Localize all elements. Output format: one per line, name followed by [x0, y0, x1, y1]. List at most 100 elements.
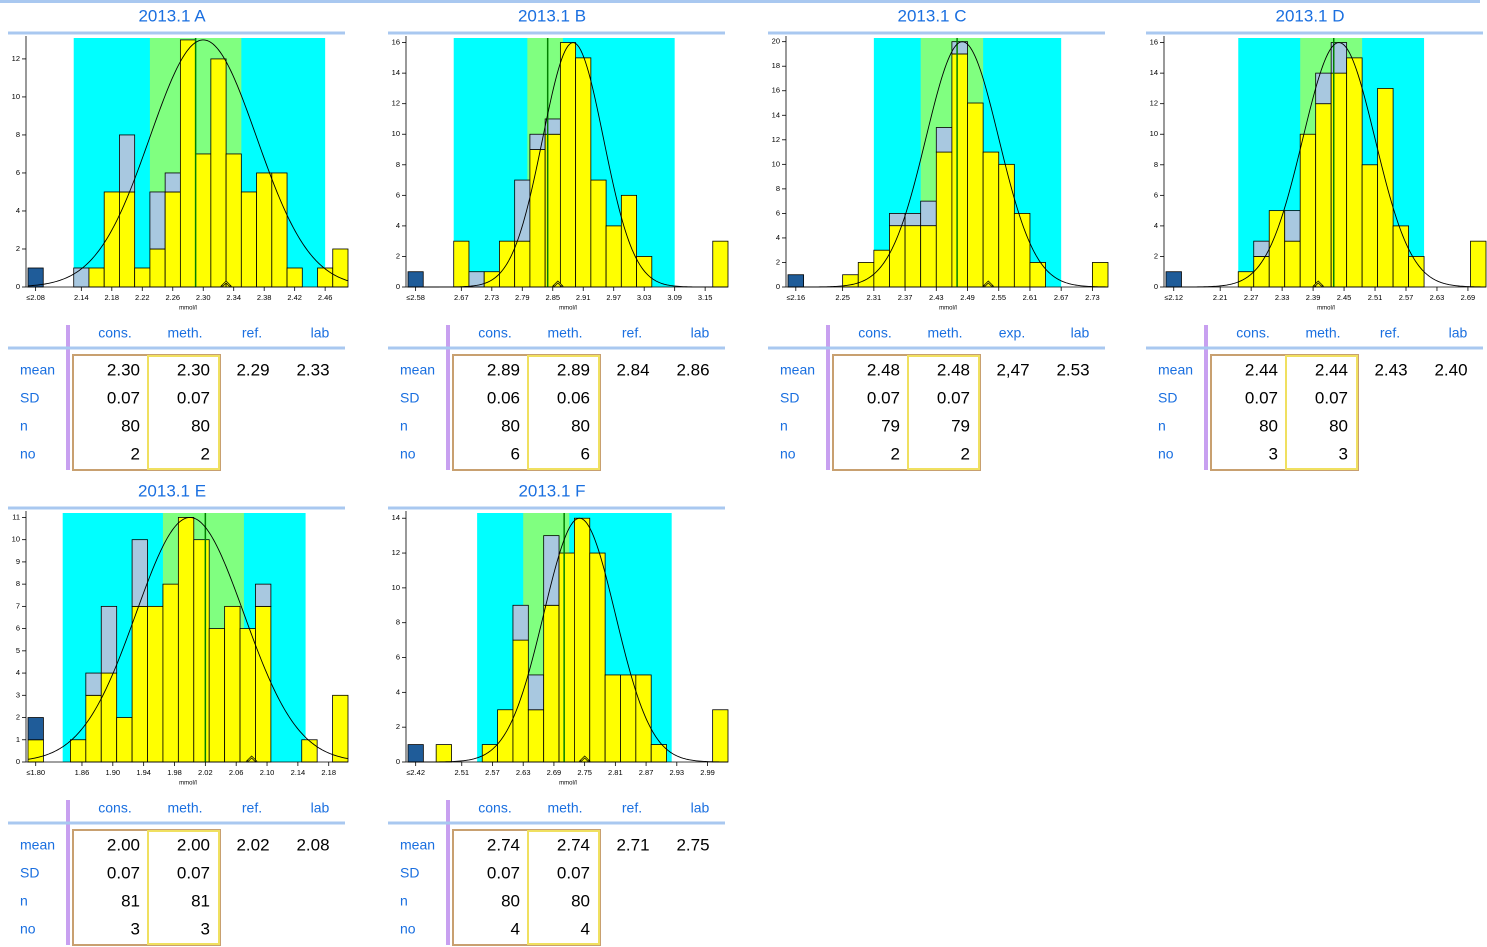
x-axis-label: mmol/l: [559, 781, 577, 787]
x-tick-label: 2.61: [1023, 293, 1038, 302]
bar: [134, 267, 151, 288]
bar: [935, 127, 953, 153]
bar: [119, 134, 136, 193]
y-tick-label: 5: [16, 646, 20, 655]
bar: [1470, 240, 1487, 288]
y-tick-label: 3: [16, 690, 20, 699]
y-tick-label: 12: [1150, 99, 1158, 108]
bar: [224, 605, 241, 763]
column-header: meth.: [167, 800, 202, 816]
lab-marker: [551, 280, 564, 287]
row-label: n: [20, 418, 28, 434]
y-tick-label: 0: [396, 757, 400, 766]
bar: [256, 172, 273, 288]
row-label: no: [20, 921, 36, 937]
x-tick-label: 1.98: [167, 768, 182, 777]
table-value: 2: [961, 444, 970, 463]
table-value: 2.53: [1056, 360, 1089, 379]
row-label: mean: [20, 362, 55, 378]
x-tick-label: 2.75: [577, 768, 592, 777]
table-value: 2: [891, 444, 900, 463]
y-tick-label: 8: [396, 618, 400, 627]
x-axis-label: mmol/l: [179, 781, 197, 787]
bar: [543, 604, 560, 763]
bar: [982, 151, 1000, 288]
y-tick-label: 8: [16, 579, 20, 588]
x-tick-label: 1.90: [106, 768, 121, 777]
bar: [904, 225, 922, 288]
y-tick-label: 12: [12, 54, 20, 63]
x-tick-label: 1.94: [136, 768, 151, 777]
row-label: SD: [400, 865, 419, 881]
column-header: ref.: [1380, 325, 1400, 341]
x-tick-label: 2.39: [1306, 293, 1321, 302]
bar: [636, 256, 653, 288]
table-value: 2.74: [487, 835, 520, 854]
table-value: 2.84: [616, 360, 649, 379]
x-tick-label: 2.63: [516, 768, 531, 777]
bar: [558, 552, 575, 763]
y-tick-label: 8: [396, 160, 400, 169]
chart-title: 2013.1 E: [138, 481, 206, 500]
column-header: cons.: [478, 800, 511, 816]
bar: [575, 57, 592, 288]
table-value: 80: [571, 891, 590, 910]
column-header: lab: [691, 800, 710, 816]
bar: [468, 271, 485, 288]
bar: [589, 552, 606, 763]
y-tick-label: 9: [16, 557, 20, 566]
table-value: 2.33: [296, 360, 329, 379]
y-tick-label: 6: [1154, 190, 1158, 199]
x-tick-label: 2.14: [74, 293, 89, 302]
meth-box: [527, 355, 600, 470]
bar: [240, 191, 257, 288]
bar: [317, 267, 334, 288]
column-header: ref.: [622, 325, 642, 341]
bar: [195, 153, 212, 288]
y-tick-label: 4: [776, 233, 780, 242]
x-tick-label: 2.26: [165, 293, 180, 302]
column-header: meth.: [927, 325, 962, 341]
table-value: 2.08: [296, 835, 329, 854]
x-tick-label: ≤1.80: [26, 768, 45, 777]
x-tick-label: 2.69: [547, 768, 562, 777]
column-header: meth.: [547, 325, 582, 341]
table-value: 0.07: [107, 388, 140, 407]
bar: [1315, 72, 1332, 105]
bar: [332, 694, 349, 763]
bar: [920, 225, 937, 288]
column-header: ref.: [242, 325, 262, 341]
bar: [527, 709, 545, 763]
bar: [889, 225, 906, 288]
bar: [1361, 164, 1379, 288]
row-label: no: [1158, 446, 1174, 462]
bar: [164, 191, 181, 288]
bar: [1408, 256, 1425, 288]
table-value: 2.71: [616, 835, 649, 854]
bar: [543, 535, 560, 606]
column-header: lab: [311, 800, 330, 816]
y-tick-label: 10: [392, 583, 400, 592]
x-tick-label: 3.15: [698, 293, 713, 302]
bar: [208, 628, 226, 763]
y-tick-label: 4: [396, 221, 400, 230]
bar: [88, 267, 105, 288]
y-tick-label: 12: [392, 99, 400, 108]
x-tick-label: 2.63: [1430, 293, 1445, 302]
x-tick-label: 2.73: [1085, 293, 1100, 302]
chart-title: 2013.1 C: [898, 6, 967, 25]
x-tick-label: 2.14: [291, 768, 306, 777]
bar: [116, 717, 133, 763]
column-header: cons.: [98, 325, 131, 341]
normal-curve: [27, 516, 349, 760]
y-tick-label: 2: [16, 244, 20, 253]
bar: [131, 539, 148, 607]
table-value: 3: [1269, 444, 1278, 463]
row-label: n: [400, 893, 408, 909]
table-value: 2,47: [996, 360, 1029, 379]
y-tick-label: 14: [1150, 68, 1158, 77]
row-label: n: [1158, 418, 1166, 434]
x-tick-label: 2.02: [198, 768, 213, 777]
